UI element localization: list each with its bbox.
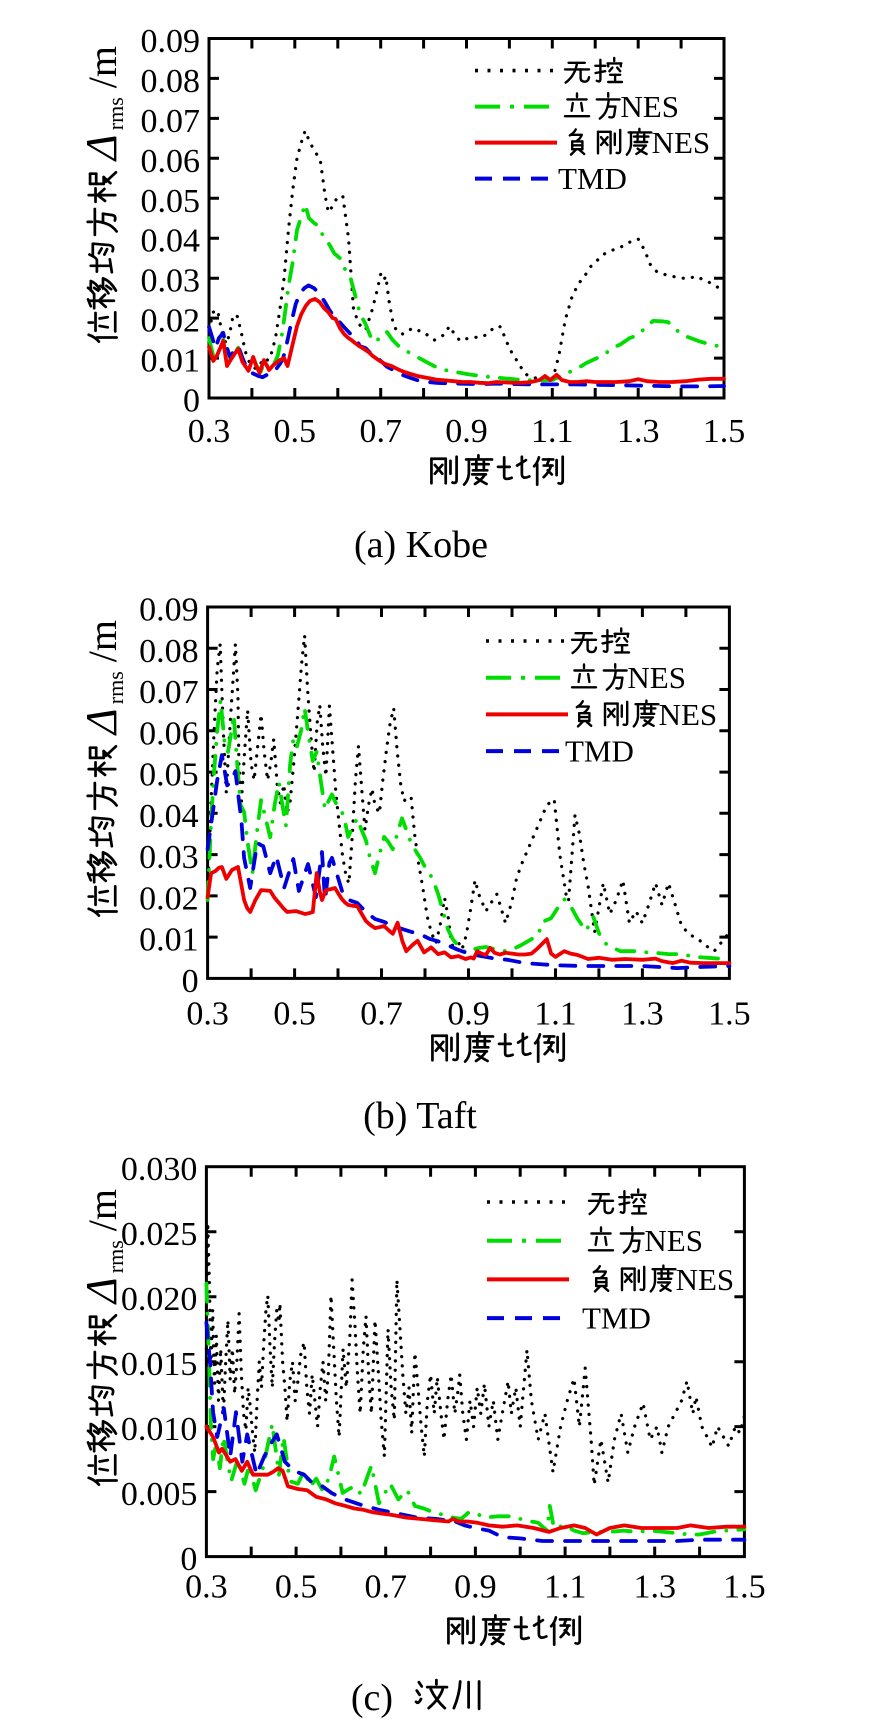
svg-text:0.09: 0.09 [141,23,201,60]
svg-text:0.03: 0.03 [139,839,199,876]
svg-text:0.7: 0.7 [360,995,403,1032]
svg-text:TMD: TMD [565,734,634,769]
svg-text:0.05: 0.05 [141,183,201,220]
svg-text:1.1: 1.1 [531,413,574,450]
svg-text:0.9: 0.9 [445,413,488,450]
svg-text:1.1: 1.1 [544,1569,587,1606]
svg-text:0.5: 0.5 [275,1569,318,1606]
svg-text:(c): (c) [351,1677,393,1719]
svg-text:0.5: 0.5 [273,995,316,1032]
svg-text:NES: NES [652,125,711,160]
svg-text:0.04: 0.04 [139,798,199,835]
svg-text:NES: NES [659,697,718,732]
svg-text:0.09: 0.09 [139,592,199,629]
svg-text:0.3: 0.3 [185,1569,228,1606]
svg-text:0: 0 [180,1541,197,1578]
svg-text:0.02: 0.02 [141,303,201,340]
svg-text:0.025: 0.025 [121,1216,198,1253]
svg-text:0.005: 0.005 [121,1476,198,1513]
svg-text:1.3: 1.3 [621,995,664,1032]
svg-text:NES: NES [676,1262,735,1297]
svg-text:0.04: 0.04 [141,223,201,260]
svg-text:Δ: Δ [77,708,126,736]
svg-text:1.5: 1.5 [723,1569,766,1606]
svg-text:TMD: TMD [582,1301,651,1336]
svg-text:0.05: 0.05 [139,757,199,794]
svg-text:0.08: 0.08 [141,63,201,100]
svg-text:Δ: Δ [77,134,126,162]
svg-text:/m: /m [80,1189,125,1231]
svg-text:0: 0 [182,963,199,1000]
svg-text:0.01: 0.01 [139,922,199,959]
svg-text:0.3: 0.3 [186,995,229,1032]
svg-text:0.07: 0.07 [141,103,201,140]
svg-text:0: 0 [183,383,200,420]
svg-text:0.7: 0.7 [359,413,402,450]
svg-text:0.08: 0.08 [139,633,199,670]
svg-text:NES: NES [627,660,686,695]
svg-text:rms: rms [103,97,128,130]
svg-text:rms: rms [103,671,128,704]
svg-text:0.9: 0.9 [454,1569,497,1606]
svg-text:/m: /m [80,46,125,88]
svg-text:1.3: 1.3 [633,1569,676,1606]
svg-text:0.06: 0.06 [141,143,201,180]
svg-text:0.020: 0.020 [121,1281,198,1318]
svg-text:TMD: TMD [558,161,627,196]
svg-text:0.015: 0.015 [121,1346,198,1383]
svg-text:NES: NES [620,89,679,124]
svg-text:(b) Taft: (b) Taft [363,1095,477,1137]
svg-text:Δ: Δ [77,1277,126,1305]
svg-text:0.07: 0.07 [139,674,199,711]
svg-text:0.02: 0.02 [139,880,199,917]
svg-text:(a) Kobe: (a) Kobe [354,524,488,566]
svg-text:1.1: 1.1 [534,995,577,1032]
svg-text:0.01: 0.01 [141,343,201,380]
svg-text:0.030: 0.030 [121,1151,198,1188]
svg-text:0.9: 0.9 [447,995,490,1032]
svg-text:0.010: 0.010 [121,1411,198,1448]
svg-text:0.06: 0.06 [139,715,199,752]
svg-text:0.03: 0.03 [141,263,201,300]
svg-text:1.5: 1.5 [708,995,751,1032]
svg-text:0.5: 0.5 [274,413,317,450]
svg-text:0.3: 0.3 [188,413,231,450]
svg-text:NES: NES [644,1223,703,1258]
svg-text:rms: rms [103,1240,128,1273]
svg-text:0.7: 0.7 [364,1569,407,1606]
svg-text:1.5: 1.5 [703,413,746,450]
svg-text:/m: /m [80,620,125,662]
svg-text:1.3: 1.3 [617,413,660,450]
